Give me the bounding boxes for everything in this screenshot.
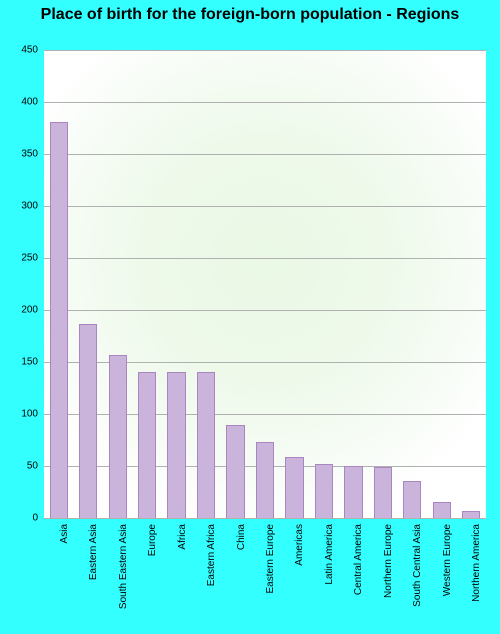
chart-title: Place of birth for the foreign-born popu… bbox=[0, 6, 500, 24]
gridline bbox=[44, 154, 486, 155]
xtick-label: Asia bbox=[59, 524, 70, 634]
xtick-label: Africa bbox=[177, 524, 188, 634]
bar bbox=[50, 122, 68, 518]
bar bbox=[167, 372, 185, 518]
ytick-label: 200 bbox=[0, 305, 38, 316]
bar bbox=[285, 457, 303, 518]
xtick-label: Americas bbox=[294, 524, 305, 634]
xtick-label: Eastern Europe bbox=[265, 524, 276, 634]
bar bbox=[374, 467, 392, 518]
ytick-label: 400 bbox=[0, 97, 38, 108]
xtick-label: China bbox=[236, 524, 247, 634]
xtick-label: South Eastern Asia bbox=[118, 524, 129, 634]
gridline bbox=[44, 102, 486, 103]
ytick-label: 100 bbox=[0, 409, 38, 420]
bar bbox=[79, 324, 97, 518]
bar bbox=[109, 355, 127, 518]
bar bbox=[226, 425, 244, 518]
bar bbox=[403, 481, 421, 518]
gridline bbox=[44, 518, 486, 519]
bar bbox=[138, 372, 156, 518]
ytick-label: 250 bbox=[0, 253, 38, 264]
bar bbox=[197, 372, 215, 518]
gridline bbox=[44, 310, 486, 311]
xtick-label: Northern Europe bbox=[383, 524, 394, 634]
xtick-label: Central America bbox=[353, 524, 364, 634]
ytick-label: 0 bbox=[0, 513, 38, 524]
bar bbox=[433, 502, 451, 518]
ytick-label: 350 bbox=[0, 149, 38, 160]
bar bbox=[462, 511, 480, 518]
xtick-label: South Central Asia bbox=[412, 524, 423, 634]
gridline bbox=[44, 206, 486, 207]
gridline bbox=[44, 50, 486, 51]
xtick-label: Northern America bbox=[471, 524, 482, 634]
gridline bbox=[44, 258, 486, 259]
ytick-label: 50 bbox=[0, 461, 38, 472]
bar bbox=[344, 466, 362, 518]
xtick-label: Europe bbox=[147, 524, 158, 634]
plot-area bbox=[44, 50, 486, 518]
chart-canvas: Place of birth for the foreign-born popu… bbox=[0, 0, 500, 634]
ytick-label: 450 bbox=[0, 45, 38, 56]
bar bbox=[256, 442, 274, 518]
ytick-label: 150 bbox=[0, 357, 38, 368]
xtick-label: Eastern Africa bbox=[206, 524, 217, 634]
bar bbox=[315, 464, 333, 518]
ytick-label: 300 bbox=[0, 201, 38, 212]
xtick-label: Eastern Asia bbox=[88, 524, 99, 634]
xtick-label: Western Europe bbox=[442, 524, 453, 634]
xtick-label: Latin America bbox=[324, 524, 335, 634]
